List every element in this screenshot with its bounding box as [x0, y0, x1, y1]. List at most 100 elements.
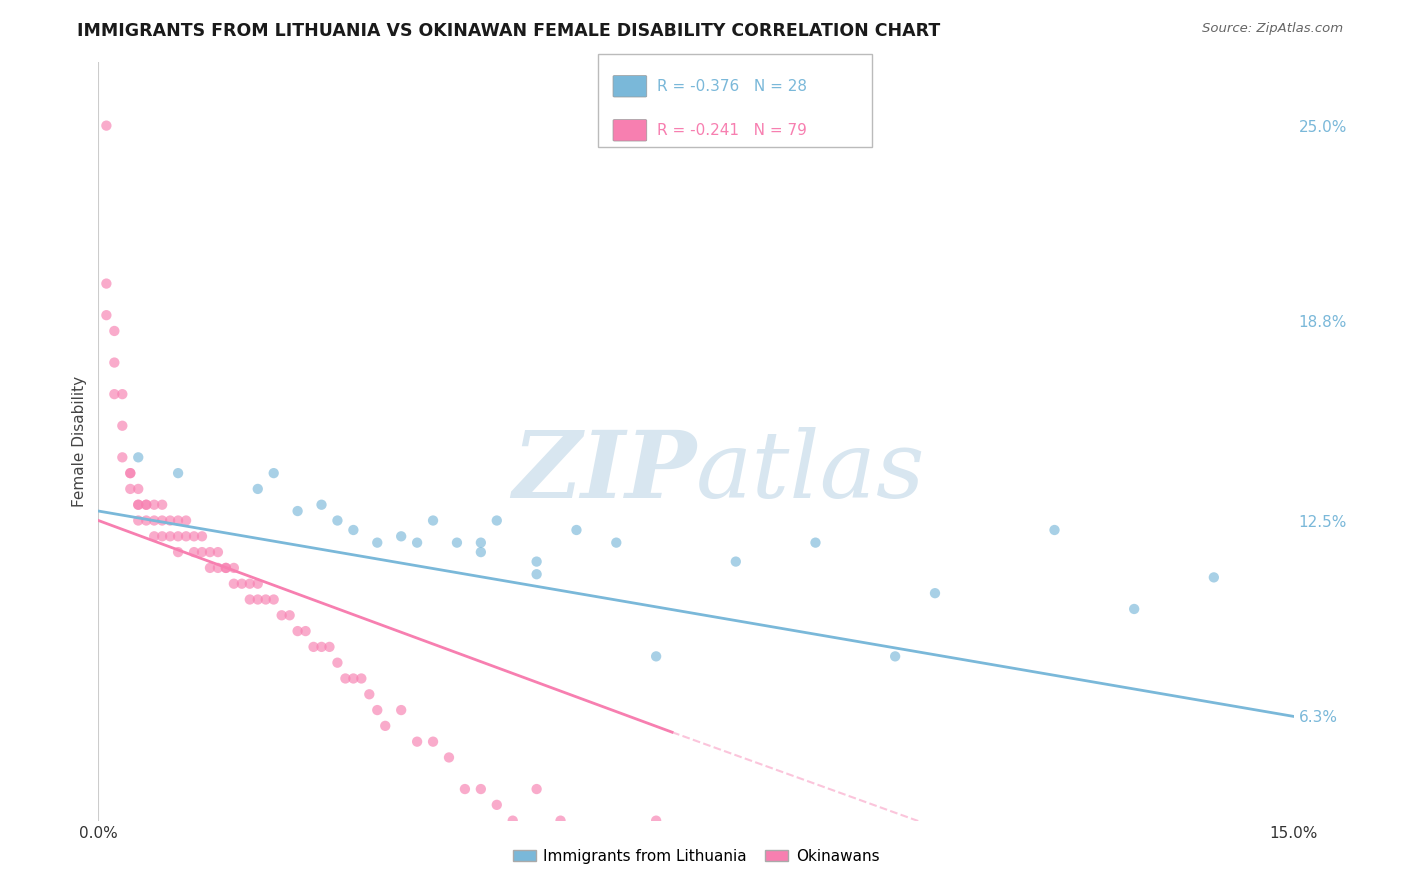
Point — [207, 561, 229, 575]
Point — [127, 450, 149, 465]
Point — [167, 514, 190, 528]
Point — [183, 545, 205, 559]
Point — [359, 687, 381, 701]
Point — [96, 277, 118, 291]
Point — [294, 624, 316, 639]
Point — [120, 466, 142, 480]
Point — [174, 529, 197, 543]
Point — [326, 656, 349, 670]
Point — [246, 592, 269, 607]
Point — [239, 592, 262, 607]
Point — [96, 308, 118, 322]
Legend: Immigrants from Lithuania, Okinawans: Immigrants from Lithuania, Okinawans — [506, 843, 886, 870]
Point — [1123, 602, 1146, 616]
Point — [335, 672, 357, 686]
Point — [198, 545, 221, 559]
Point — [502, 814, 524, 828]
Point — [150, 514, 173, 528]
Point — [389, 703, 412, 717]
Point — [103, 355, 125, 369]
Point — [263, 466, 285, 480]
Point — [111, 418, 134, 433]
Point — [1043, 523, 1066, 537]
Point — [263, 592, 285, 607]
Point — [574, 830, 596, 844]
Point — [135, 498, 157, 512]
Point — [191, 545, 214, 559]
Point — [924, 586, 946, 600]
Point — [183, 529, 205, 543]
Point — [526, 782, 548, 797]
Point — [143, 498, 166, 512]
Point — [198, 561, 221, 575]
Point — [103, 324, 125, 338]
Point — [135, 514, 157, 528]
Point — [191, 529, 214, 543]
Point — [215, 561, 238, 575]
Point — [111, 387, 134, 401]
Text: ZIP: ZIP — [512, 427, 696, 516]
Point — [454, 782, 477, 797]
Text: IMMIGRANTS FROM LITHUANIA VS OKINAWAN FEMALE DISABILITY CORRELATION CHART: IMMIGRANTS FROM LITHUANIA VS OKINAWAN FE… — [77, 22, 941, 40]
Point — [150, 529, 173, 543]
Point — [231, 576, 253, 591]
Point — [526, 555, 548, 569]
Point — [406, 734, 429, 748]
Point — [366, 535, 388, 549]
Point — [406, 535, 429, 549]
Point — [422, 514, 444, 528]
Point — [174, 514, 197, 528]
Point — [884, 649, 907, 664]
Point — [311, 640, 333, 654]
Point — [645, 814, 668, 828]
Point — [389, 529, 412, 543]
Point — [366, 703, 388, 717]
Point — [605, 535, 627, 549]
Point — [605, 845, 627, 859]
Text: Source: ZipAtlas.com: Source: ZipAtlas.com — [1202, 22, 1343, 36]
Point — [159, 529, 181, 543]
Point — [1202, 570, 1225, 584]
Point — [374, 719, 396, 733]
Point — [326, 514, 349, 528]
Point — [287, 504, 309, 518]
Point — [804, 535, 827, 549]
Point — [645, 649, 668, 664]
Point — [446, 535, 468, 549]
Point — [470, 782, 492, 797]
Point — [246, 482, 269, 496]
Point — [437, 750, 460, 764]
Point — [470, 545, 492, 559]
Point — [135, 498, 157, 512]
Point — [167, 466, 190, 480]
Point — [287, 624, 309, 639]
Point — [222, 561, 245, 575]
Text: R = -0.376   N = 28: R = -0.376 N = 28 — [657, 78, 807, 94]
Point — [550, 814, 572, 828]
Text: R = -0.241   N = 79: R = -0.241 N = 79 — [657, 123, 807, 138]
Point — [215, 561, 238, 575]
Text: atlas: atlas — [696, 427, 925, 516]
Point — [103, 387, 125, 401]
Point — [127, 482, 149, 496]
Point — [246, 576, 269, 591]
Point — [270, 608, 292, 623]
Point — [150, 498, 173, 512]
Point — [342, 523, 364, 537]
Point — [350, 672, 373, 686]
Point — [565, 523, 588, 537]
Point — [239, 576, 262, 591]
Point — [342, 672, 364, 686]
Point — [120, 482, 142, 496]
Point — [143, 529, 166, 543]
Point — [422, 734, 444, 748]
Point — [120, 466, 142, 480]
Point — [127, 498, 149, 512]
Point — [159, 514, 181, 528]
Point — [526, 567, 548, 582]
Point — [167, 545, 190, 559]
Point — [485, 797, 508, 812]
Point — [111, 450, 134, 465]
Point — [311, 498, 333, 512]
Y-axis label: Female Disability: Female Disability — [72, 376, 87, 508]
